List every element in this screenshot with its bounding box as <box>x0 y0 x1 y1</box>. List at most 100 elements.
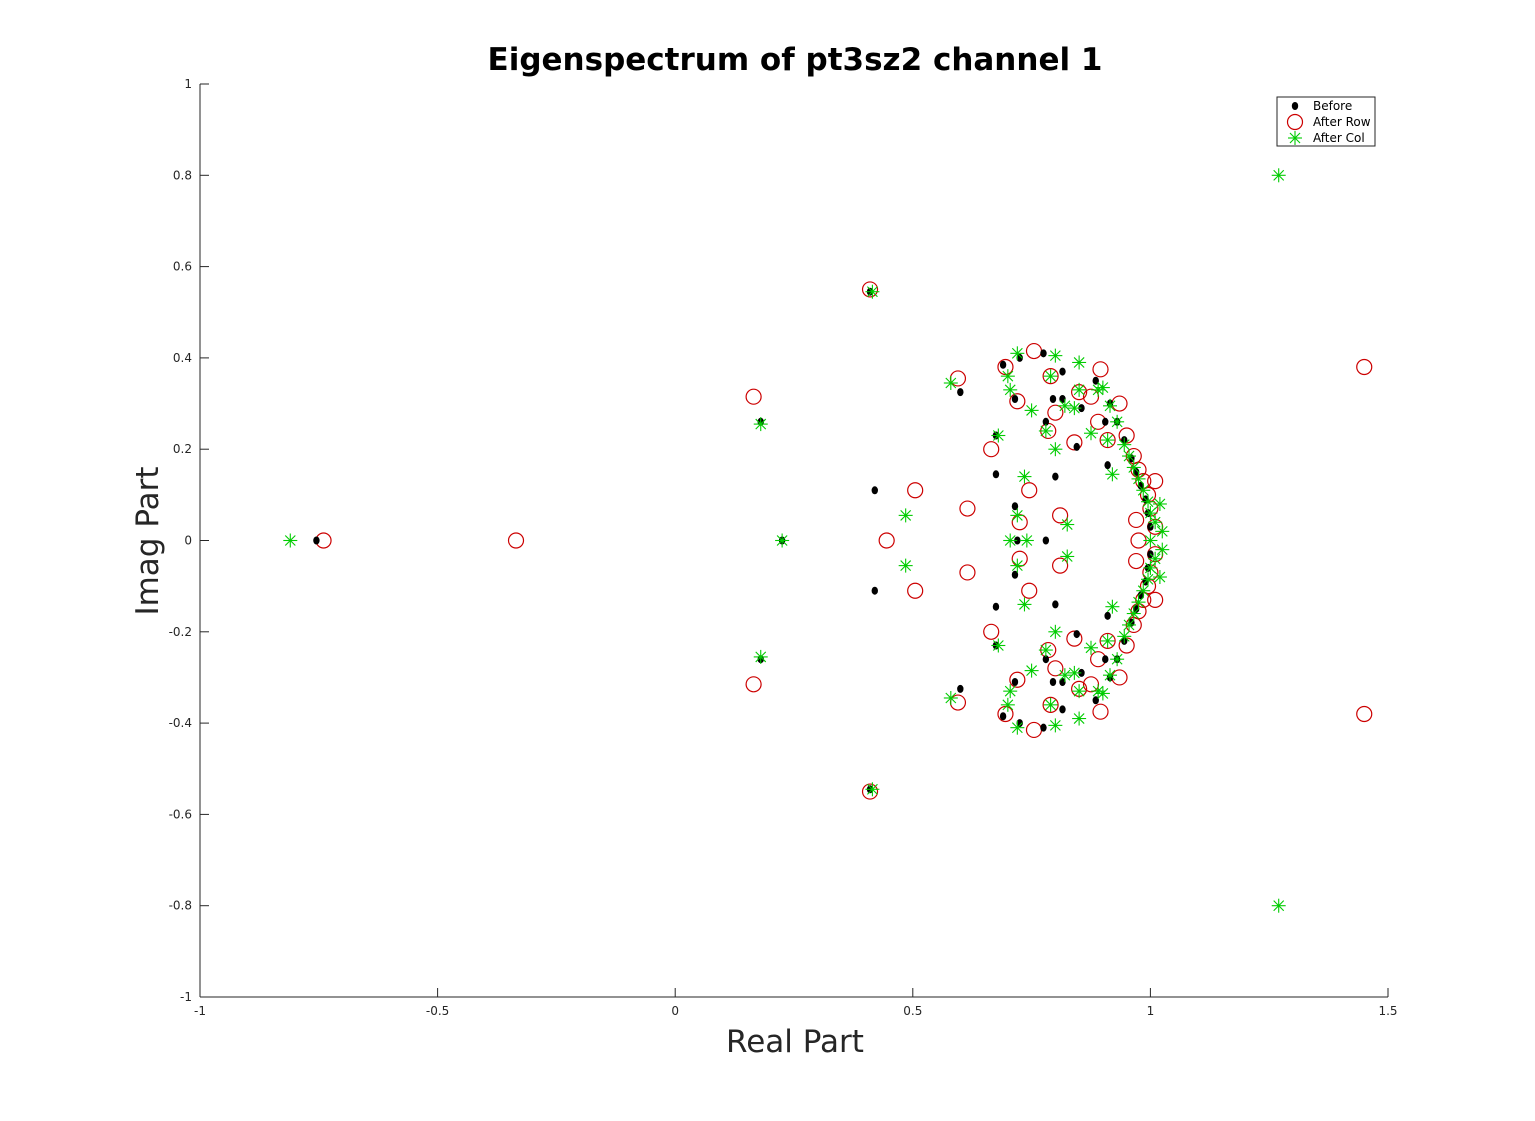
after-row-point <box>1147 591 1164 608</box>
after-col-point <box>1060 549 1075 564</box>
after-row-point <box>861 783 879 800</box>
after-col-point <box>1117 629 1132 644</box>
after-col-point <box>1126 606 1141 621</box>
axes: -1 -0.5 0 0.5 1 1.5 -1 -0.8 -0.6 -0.4 -0.2 0 0.2 0.4 0… <box>169 77 1398 1018</box>
after-row-point <box>1021 582 1038 599</box>
after-col-point <box>1048 348 1063 363</box>
before-point <box>1092 376 1099 385</box>
after-row-point <box>1092 361 1109 378</box>
y-tick-label: -0.8 <box>169 899 192 913</box>
after-row-point <box>1147 473 1164 490</box>
after-col-point <box>1084 640 1098 655</box>
after-col-point <box>1100 433 1115 448</box>
after-col-point <box>1103 398 1118 413</box>
chart-title: Eigenspectrum of pt3sz2 channel 1 <box>488 42 1103 78</box>
after-row-point <box>1099 632 1116 650</box>
after-col-point <box>1060 517 1075 532</box>
before-point <box>1042 536 1050 545</box>
x-axis-label: Real Part <box>726 1024 864 1060</box>
before-point <box>992 602 1000 611</box>
y-tick-label: 0.6 <box>173 260 192 274</box>
y-tick-label: 0.2 <box>173 442 192 456</box>
after-row-point <box>1025 342 1043 360</box>
y-tick-label: 0.8 <box>173 168 192 182</box>
legend-entry-after-col: After Col <box>1313 131 1365 145</box>
y-tick-label: -1 <box>180 990 192 1004</box>
x-tick-label: 1 <box>1147 1004 1155 1018</box>
before-point <box>1049 678 1057 687</box>
before-point <box>1104 611 1111 620</box>
before-point <box>1049 394 1057 403</box>
after-col-point <box>1095 380 1110 395</box>
after-col-point <box>1017 597 1032 612</box>
after-col-point <box>283 533 298 548</box>
after-row-point <box>1025 721 1043 739</box>
after-col-point <box>1067 665 1082 680</box>
before-point <box>999 360 1007 369</box>
after-col-point <box>1000 369 1015 384</box>
after-row-point <box>1011 550 1028 567</box>
after-col-point <box>1024 663 1039 678</box>
after-col-point <box>1105 599 1120 614</box>
after-col-point <box>1136 583 1151 598</box>
after-row-point <box>1042 696 1059 713</box>
after-row-point <box>861 281 879 298</box>
before-point <box>1011 502 1019 511</box>
after-col-point <box>1048 718 1063 733</box>
after-col-point <box>991 428 1006 443</box>
after-col-point <box>865 284 880 299</box>
after-col-point <box>1038 643 1053 658</box>
before-point <box>1059 705 1066 714</box>
before-point <box>1059 678 1066 687</box>
after-col-point <box>1003 533 1018 548</box>
before-point <box>1059 367 1066 376</box>
before-point <box>1052 600 1059 609</box>
before-point <box>1073 630 1080 639</box>
after-row-point <box>1099 431 1116 449</box>
y-tick-label: 0 <box>184 534 192 548</box>
before-point <box>871 586 878 595</box>
after-col-point <box>943 690 958 705</box>
after-col-point <box>1057 398 1072 413</box>
before-point <box>313 536 320 545</box>
after-col-point <box>753 417 768 432</box>
after-col-point <box>1103 668 1118 683</box>
after-col-point <box>1043 369 1058 384</box>
after-row-point <box>959 564 976 581</box>
after-col-point <box>1148 515 1163 530</box>
after-row-point <box>1052 507 1069 524</box>
after-col-point <box>1136 483 1151 498</box>
y-tick-label: -0.4 <box>169 716 192 730</box>
before-point <box>1014 536 1021 545</box>
after-row-point <box>878 532 895 549</box>
after-row-point <box>907 482 924 499</box>
before-point <box>1078 404 1085 413</box>
after-col-point <box>1048 442 1063 457</box>
after-col-point <box>1110 652 1125 667</box>
before-point <box>1132 468 1140 477</box>
before-point <box>1011 570 1019 579</box>
after-row-point <box>907 582 924 599</box>
after-col-point <box>1131 471 1146 486</box>
data-points <box>283 168 1373 913</box>
legend-entry-after-row: After Row <box>1313 115 1371 129</box>
legend-marker-after-col <box>1288 131 1302 145</box>
after-row-point <box>959 500 976 517</box>
after-col-point <box>1010 720 1025 735</box>
after-col-point <box>1024 403 1039 418</box>
after-row-point <box>983 623 1000 640</box>
after-row-point <box>507 532 525 549</box>
after-row-point <box>1066 630 1083 647</box>
before-point <box>1102 655 1109 664</box>
after-col-point <box>1017 469 1032 484</box>
before-point <box>1102 417 1109 426</box>
after-row-point <box>1066 434 1083 451</box>
before-point <box>871 486 878 495</box>
after-col-point <box>1010 346 1025 361</box>
after-col-point <box>1072 711 1087 726</box>
after-row-point <box>1356 705 1373 723</box>
after-col-point <box>1131 595 1146 610</box>
after-col-point <box>1095 686 1110 701</box>
after-row-point <box>1092 703 1109 720</box>
before-point <box>1011 678 1019 687</box>
